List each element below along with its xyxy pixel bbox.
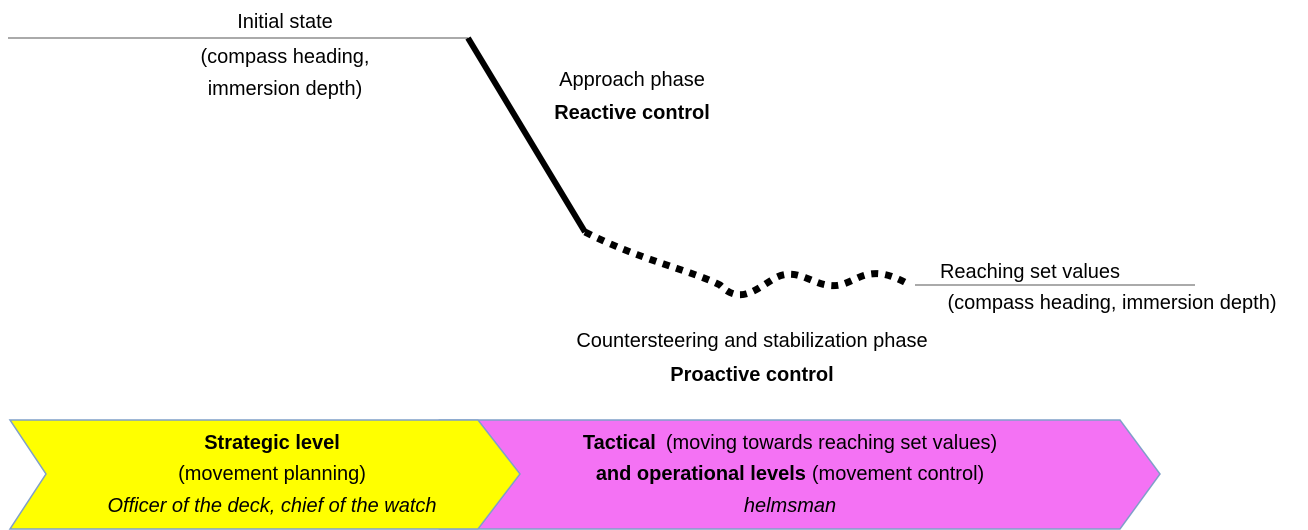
stabilization-line: [583, 228, 912, 299]
stabilization-control: Proactive control: [670, 364, 833, 386]
stabilization-title: Countersteering and stabilization phase: [576, 330, 927, 352]
strategic-title: Strategic level: [204, 432, 340, 454]
tactical-subtitle-detail: (movement control): [812, 463, 984, 485]
initial-title: Initial state: [237, 11, 333, 33]
approach-title: Approach phase: [559, 69, 705, 91]
tactical-subtitle-line: and operational levels (movement control): [596, 463, 984, 485]
set-values-title: Reaching set values: [940, 261, 1120, 283]
approach-control: Reactive control: [554, 102, 710, 124]
tactical-roles: helmsman: [744, 495, 836, 517]
strategic-arrow: [8, 419, 521, 530]
set-values-detail: (compass heading, immersion depth): [947, 292, 1276, 314]
tactical-subtitle: and operational levels: [596, 463, 806, 485]
initial-detail: immersion depth): [208, 78, 363, 100]
initial-detail: (compass heading,: [201, 46, 370, 68]
tactical-title-line: Tactical (moving towards reaching set val…: [583, 432, 997, 454]
approach-line: [465, 36, 588, 234]
tactical-title-detail: (moving towards reaching set values): [666, 432, 997, 454]
strategic-roles: Officer of the deck, chief of the watch: [107, 495, 436, 517]
strategic-detail: (movement planning): [178, 463, 366, 485]
tactical-title: Tactical: [583, 432, 656, 454]
